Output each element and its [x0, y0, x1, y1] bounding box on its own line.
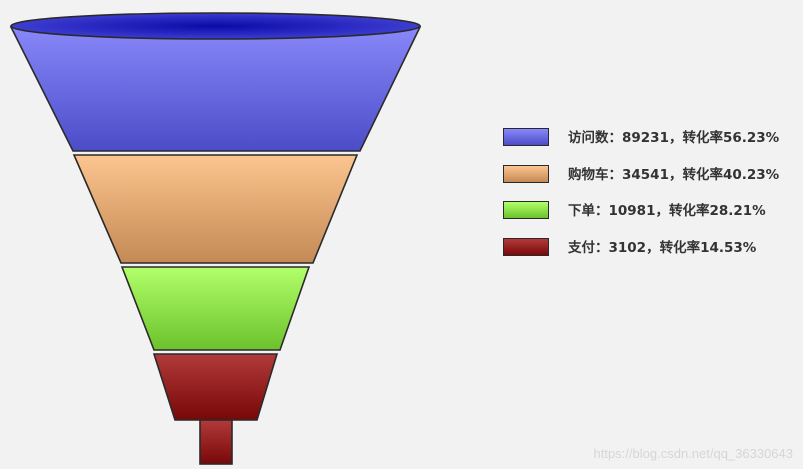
legend-item[interactable]: 访问数：89231，转化率56.23% [503, 127, 779, 164]
legend-item[interactable]: 下单：10981，转化率28.21% [503, 200, 779, 237]
legend-item[interactable]: 购物车：34541，转化率40.23% [503, 164, 779, 201]
legend-swatch [503, 164, 549, 183]
legend-swatch [503, 237, 549, 256]
legend-label: 下单：10981，转化率28.21% [568, 203, 766, 219]
funnel-rim [10, 12, 421, 40]
legend-swatch [503, 201, 549, 219]
legend: 访问数：89231，转化率56.23% 购物车：34541，转化率40.23% … [503, 127, 779, 273]
funnel-segment-3[interactable] [120, 266, 311, 351]
funnel-stem [199, 419, 233, 465]
legend-label: 支付：3102，转化率14.53% [568, 239, 757, 256]
legend-swatch [503, 128, 549, 146]
legend-item[interactable]: 支付：3102，转化率14.53% [503, 237, 779, 274]
watermark: https://blog.csdn.net/qq_36330643 [593, 446, 794, 461]
legend-label: 购物车：34541，转化率40.23% [568, 166, 780, 183]
funnel-segment-4[interactable] [152, 353, 279, 421]
legend-label: 访问数：89231，转化率56.23% [568, 130, 780, 146]
funnel-segment-1[interactable] [9, 26, 422, 152]
funnel-segment-2[interactable] [72, 154, 359, 264]
